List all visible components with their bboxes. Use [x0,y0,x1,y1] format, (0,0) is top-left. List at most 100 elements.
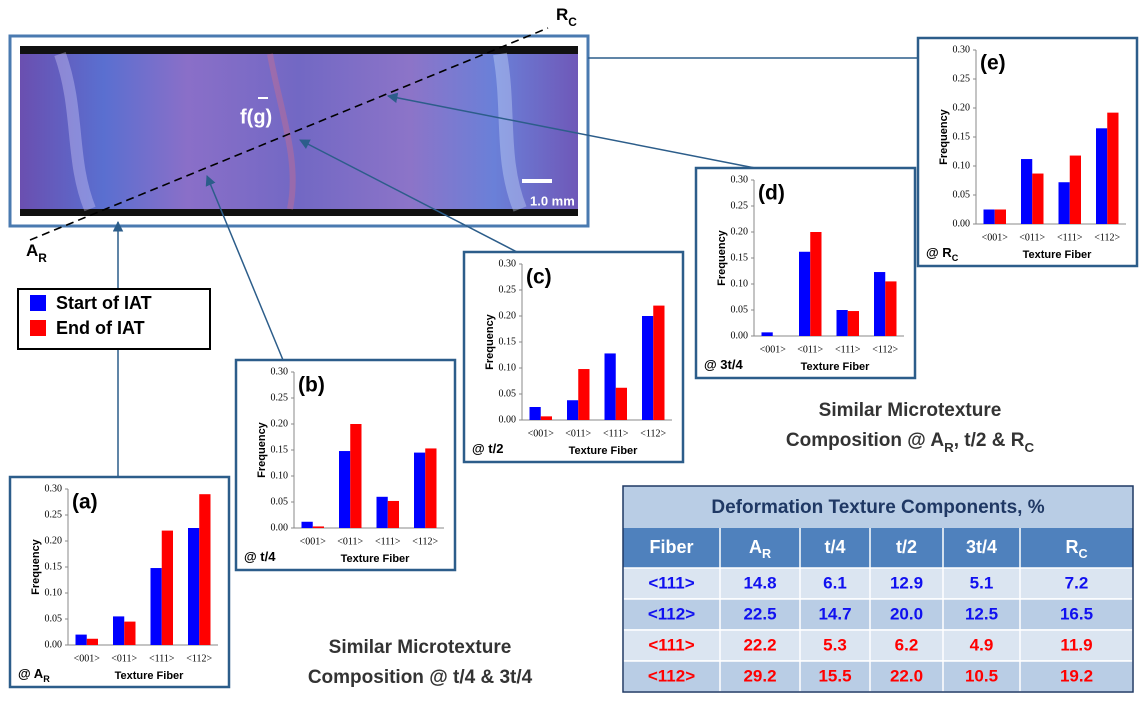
bar [653,306,664,420]
bar [1021,159,1032,224]
bar [799,252,810,336]
panel-label: (e) [980,52,1006,75]
table-cell: 7.2 [1065,573,1089,592]
table-cell: 22.2 [743,635,776,654]
table-cell: 19.2 [1060,666,1093,685]
panel-label: (d) [758,182,785,205]
bar [151,568,162,645]
micrograph [20,54,578,209]
bar [1070,156,1081,224]
y-tick-label: 0.25 [731,200,749,211]
table-cell: <112> [648,604,695,623]
y-tick-label: 0.00 [45,639,63,650]
x-tick-label: <111> [603,428,629,439]
bar [199,494,210,645]
bar [642,316,653,420]
x-tick-label: <011> [111,653,137,664]
x-tick-label: <011> [337,536,363,547]
location-label: @ t/2 [472,441,503,456]
x-tick-label: <001> [528,428,555,439]
y-tick-label: 0.10 [731,278,749,289]
bar [578,369,589,420]
column-header: t/2 [896,537,917,557]
table-cell: 5.3 [823,635,847,654]
table-cell: 5.1 [970,573,994,592]
x-tick-label: <112> [640,428,666,439]
y-tick-label: 0.25 [953,73,971,84]
y-axis-title: Frequency [30,538,42,595]
bar [124,622,135,645]
y-tick-label: 0.30 [271,366,289,377]
bar [113,616,124,645]
bar [848,311,859,336]
bar [995,210,1006,225]
bar [762,332,773,336]
bar [1032,174,1043,224]
bar [541,416,552,420]
table-cell: 14.7 [818,604,851,623]
x-tick-label: <112> [186,653,212,664]
y-tick-label: 0.00 [271,522,289,533]
bar [313,526,324,528]
panel-label: (a) [72,491,98,514]
bar [414,453,425,528]
table-cell: <111> [648,573,694,592]
y-tick-label: 0.25 [45,509,63,520]
x-axis-title: Texture Fiber [801,361,871,373]
y-tick-label: 0.20 [731,226,749,237]
column-header: Fiber [649,537,693,557]
x-tick-label: <011> [565,428,591,439]
y-tick-label: 0.15 [271,444,289,455]
x-tick-label: <112> [412,536,438,547]
y-tick-label: 0.25 [271,392,289,403]
bar [162,531,173,645]
x-tick-label: <111> [375,536,401,547]
bar [76,635,87,645]
bar [837,310,848,336]
x-axis-title: Texture Fiber [341,553,411,565]
y-tick-label: 0.05 [45,613,63,624]
table-cell: 29.2 [743,666,776,685]
table-cell: 4.9 [970,635,994,654]
y-tick-label: 0.20 [499,310,517,321]
y-tick-label: 0.20 [271,418,289,429]
y-tick-label: 0.15 [731,252,749,263]
x-tick-label: <001> [982,232,1009,243]
end-label: RC [556,5,577,29]
y-tick-label: 0.05 [271,496,289,507]
bar [567,400,578,420]
legend-swatch [30,295,46,311]
bar [616,388,627,420]
y-tick-label: 0.30 [731,174,749,185]
y-axis-title: Frequency [716,229,728,286]
scale-label: 1.0 mm [530,193,575,208]
y-tick-label: 0.30 [499,258,517,269]
bar [388,501,399,528]
y-tick-label: 0.10 [953,160,971,171]
x-tick-label: <011> [1019,232,1045,243]
bar [425,448,436,528]
table-cell: 12.5 [965,604,998,623]
x-axis-title: Texture Fiber [569,445,639,457]
table-cell: <111> [648,635,694,654]
panel-label: (b) [298,374,325,397]
x-tick-label: <112> [872,344,898,355]
column-header: 3t/4 [966,537,997,557]
annotation: Composition @ t/4 & 3t/4 [308,667,533,688]
table-row-bg [623,661,1133,692]
y-tick-label: 0.15 [45,561,63,572]
table-row-bg [623,630,1133,661]
table-cell: 15.5 [818,666,851,685]
symbol: f(g) [240,106,272,128]
table-cell: <112> [648,666,695,685]
bar [1059,182,1070,224]
bar [188,528,199,645]
y-tick-label: 0.10 [499,362,517,373]
bar [377,497,388,528]
bar [605,353,616,420]
x-tick-label: <111> [835,344,861,355]
table-cell: 12.9 [890,573,923,592]
y-tick-label: 0.15 [953,131,971,142]
table-cell: 20.0 [890,604,923,623]
start-label: AR [26,241,47,265]
